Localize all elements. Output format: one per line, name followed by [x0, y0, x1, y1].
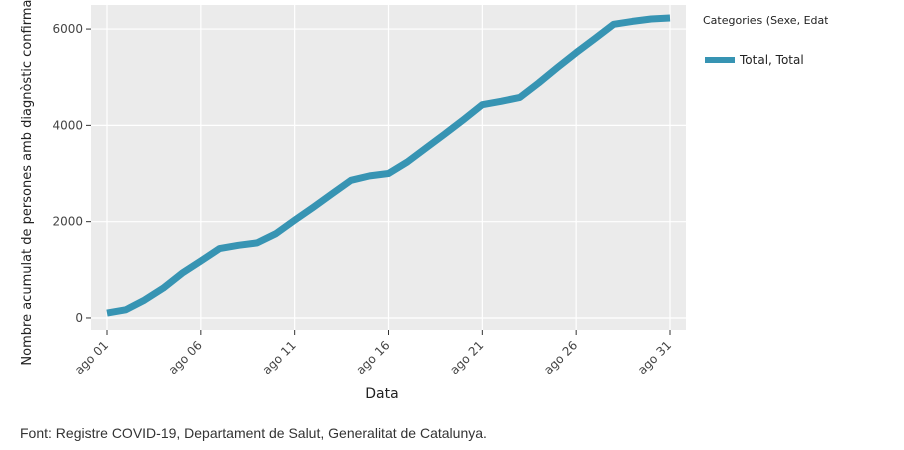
series-line-total — [106, 14, 671, 317]
y-tick-label: 6000 — [52, 22, 83, 36]
x-tick-label: ago 26 — [541, 338, 580, 377]
legend-swatch — [705, 57, 735, 63]
y-tick-label: 2000 — [52, 215, 83, 229]
legend-item-total[interactable]: Total, Total — [705, 53, 804, 67]
x-tick-label: ago 16 — [353, 338, 392, 377]
x-tick-label: ago 21 — [447, 338, 486, 377]
y-axis-title: Nombre acumulat de persones amb diagnòst… — [20, 0, 35, 366]
y-tick-label: 4000 — [52, 118, 83, 132]
x-tick-label: ago 11 — [260, 338, 299, 377]
source-note: Font: Registre COVID-19, Departament de … — [20, 425, 487, 441]
legend-title: Categories (Sexe, Edat) — [703, 14, 833, 27]
y-axis: 0 2000 4000 6000 — [52, 22, 91, 325]
x-tick-label: ago 31 — [635, 338, 674, 377]
x-tick-label: ago 01 — [72, 338, 111, 377]
x-axis-title: Data — [365, 386, 398, 402]
gridlines — [91, 5, 686, 330]
legend-label: Total, Total — [739, 53, 804, 67]
x-axis: ago 01 ago 06 ago 11 ago 16 ago 21 ago 26 ago … — [72, 330, 674, 377]
y-tick-label: 0 — [75, 311, 83, 325]
x-tick-label: ago 06 — [166, 338, 205, 377]
legend-title-clip: Categories (Sexe, Edat) — [703, 14, 833, 27]
